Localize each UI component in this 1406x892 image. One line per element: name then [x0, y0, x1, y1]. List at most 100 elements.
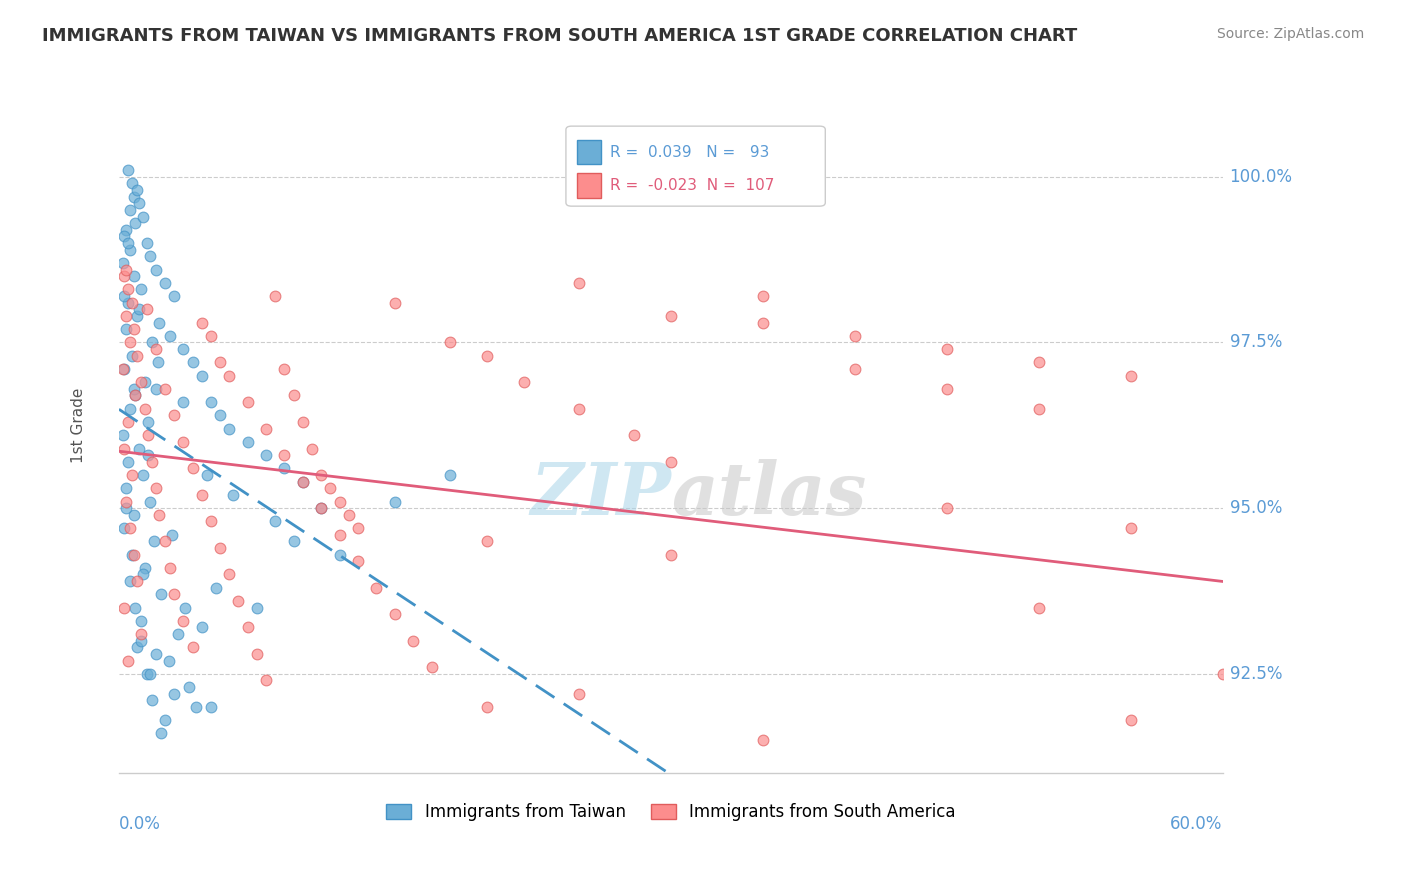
Point: [190, 316, 212, 330]
Point: [134, 401, 156, 416]
Point: [145, 342, 167, 356]
Point: [190, 488, 212, 502]
Point: [347, 521, 370, 535]
Point: [163, 409, 186, 423]
Point: [475, 700, 498, 714]
Point: [291, 415, 314, 429]
Point: [138, 428, 160, 442]
Point: [139, 249, 162, 263]
Point: [209, 541, 232, 555]
Point: [291, 475, 314, 489]
Point: [121, 295, 143, 310]
Point: [200, 329, 222, 343]
Point: [141, 455, 163, 469]
FancyBboxPatch shape: [576, 173, 602, 198]
Point: [111, 362, 134, 376]
Point: [118, 401, 141, 416]
Point: [1119, 865, 1142, 880]
Point: [117, 415, 139, 429]
Point: [200, 515, 222, 529]
Point: [254, 448, 277, 462]
Point: [163, 587, 186, 601]
Point: [145, 262, 167, 277]
Point: [132, 210, 155, 224]
Point: [122, 269, 145, 284]
Point: [337, 508, 360, 522]
Point: [135, 302, 157, 317]
Point: [114, 229, 136, 244]
FancyBboxPatch shape: [576, 140, 602, 164]
Point: [159, 329, 181, 343]
Point: [129, 614, 152, 628]
Text: R =  -0.023  N =  107: R = -0.023 N = 107: [610, 178, 775, 194]
Text: 95.0%: 95.0%: [1230, 500, 1282, 517]
Point: [124, 216, 146, 230]
Point: [114, 362, 136, 376]
Point: [159, 561, 181, 575]
Point: [114, 600, 136, 615]
Point: [172, 395, 194, 409]
Point: [347, 554, 370, 568]
Point: [752, 289, 775, 303]
Point: [122, 508, 145, 522]
Point: [190, 368, 212, 383]
Point: [329, 527, 352, 541]
Point: [366, 581, 388, 595]
Point: [150, 587, 173, 601]
Point: [172, 614, 194, 628]
Point: [752, 316, 775, 330]
Point: [264, 515, 287, 529]
Point: [1028, 355, 1050, 369]
Point: [127, 640, 149, 655]
Point: [122, 322, 145, 336]
Point: [439, 335, 461, 350]
Point: [117, 283, 139, 297]
Text: 100.0%: 100.0%: [1230, 168, 1292, 186]
Point: [127, 309, 149, 323]
Point: [190, 620, 212, 634]
Point: [172, 434, 194, 449]
Point: [132, 567, 155, 582]
Point: [246, 600, 269, 615]
Point: [114, 289, 136, 303]
Point: [117, 236, 139, 251]
Point: [329, 494, 352, 508]
Point: [568, 687, 591, 701]
Point: [129, 633, 152, 648]
Point: [129, 283, 152, 297]
Point: [186, 700, 208, 714]
Point: [153, 713, 176, 727]
Point: [153, 276, 176, 290]
Point: [162, 527, 184, 541]
Point: [218, 422, 240, 436]
Point: [402, 633, 425, 648]
Point: [153, 534, 176, 549]
Point: [209, 409, 232, 423]
Point: [117, 295, 139, 310]
Point: [844, 329, 866, 343]
Point: [166, 627, 188, 641]
Point: [935, 501, 957, 516]
Point: [117, 163, 139, 178]
Point: [475, 349, 498, 363]
FancyBboxPatch shape: [567, 126, 825, 206]
Point: [111, 256, 134, 270]
Point: [659, 309, 682, 323]
Point: [138, 415, 160, 429]
Point: [150, 726, 173, 740]
Point: [139, 494, 162, 508]
Text: atlas: atlas: [671, 459, 866, 531]
Point: [121, 548, 143, 562]
Point: [301, 442, 323, 456]
Point: [623, 428, 645, 442]
Point: [118, 243, 141, 257]
Point: [1028, 401, 1050, 416]
Point: [127, 574, 149, 588]
Point: [128, 442, 150, 456]
Point: [129, 376, 152, 390]
Point: [568, 276, 591, 290]
Point: [118, 202, 141, 217]
Point: [264, 289, 287, 303]
Point: [311, 501, 333, 516]
Point: [115, 309, 138, 323]
